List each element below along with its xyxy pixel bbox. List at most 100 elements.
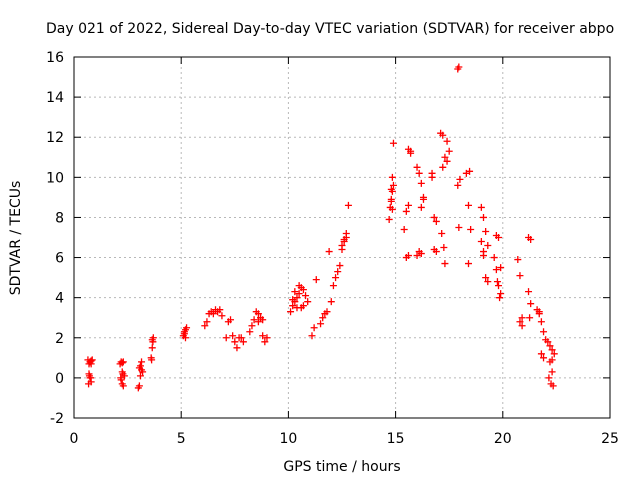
data-point bbox=[308, 332, 316, 340]
data-point bbox=[325, 248, 333, 256]
data-point bbox=[516, 272, 524, 280]
y-tick-label: 4 bbox=[55, 291, 64, 307]
x-tick-label: 0 bbox=[70, 431, 79, 447]
data-point bbox=[467, 225, 475, 233]
data-point bbox=[148, 356, 156, 364]
data-point bbox=[216, 306, 224, 314]
data-point bbox=[231, 338, 239, 346]
y-tick-label: 2 bbox=[55, 331, 64, 347]
data-point bbox=[417, 250, 425, 258]
data-point bbox=[439, 131, 447, 139]
data-point bbox=[526, 314, 534, 322]
data-point bbox=[287, 308, 295, 316]
data-point bbox=[545, 374, 553, 382]
data-point bbox=[291, 288, 299, 296]
y-tick-label: 0 bbox=[55, 371, 64, 387]
data-point bbox=[344, 201, 352, 209]
data-point bbox=[495, 282, 503, 290]
data-point bbox=[417, 179, 425, 187]
data-point bbox=[432, 217, 440, 225]
data-point bbox=[229, 332, 237, 340]
data-point bbox=[119, 358, 127, 366]
data-points bbox=[84, 63, 558, 392]
data-point bbox=[455, 223, 463, 231]
data-point bbox=[454, 181, 462, 189]
data-point bbox=[495, 234, 503, 241]
data-point bbox=[477, 238, 485, 246]
data-point bbox=[413, 163, 421, 171]
data-point bbox=[239, 338, 247, 346]
data-point bbox=[548, 356, 556, 364]
x-tick-label: 10 bbox=[279, 431, 297, 447]
data-point bbox=[537, 350, 545, 358]
data-point bbox=[540, 354, 548, 362]
data-point bbox=[497, 290, 505, 298]
data-point bbox=[540, 328, 548, 336]
data-point bbox=[550, 350, 558, 358]
data-point bbox=[388, 205, 396, 213]
y-tick-label: 6 bbox=[55, 251, 64, 267]
data-point bbox=[183, 324, 191, 332]
data-point bbox=[516, 318, 524, 326]
data-point bbox=[443, 157, 451, 165]
x-axis-title: GPS time / hours bbox=[283, 459, 400, 475]
data-point bbox=[464, 260, 472, 268]
data-point bbox=[441, 153, 449, 161]
data-point bbox=[407, 149, 415, 157]
data-point bbox=[419, 195, 427, 203]
data-point bbox=[293, 294, 301, 302]
data-point bbox=[456, 175, 464, 183]
data-point bbox=[438, 229, 446, 237]
data-point bbox=[312, 276, 320, 284]
data-point bbox=[250, 316, 258, 324]
data-point bbox=[443, 137, 451, 145]
data-point bbox=[527, 236, 535, 244]
data-point bbox=[327, 298, 335, 306]
data-point bbox=[148, 344, 156, 352]
data-point bbox=[480, 248, 488, 256]
data-point bbox=[546, 342, 554, 350]
data-point bbox=[85, 380, 93, 388]
data-point bbox=[535, 308, 543, 316]
data-point bbox=[317, 320, 325, 328]
data-point bbox=[537, 318, 545, 326]
data-point bbox=[299, 286, 307, 294]
data-point bbox=[518, 314, 526, 322]
y-tick-label: 12 bbox=[46, 130, 64, 146]
y-axis-title: SDTVAR / TECUs bbox=[8, 181, 24, 296]
y-tick-label: 10 bbox=[46, 170, 64, 186]
data-point bbox=[455, 63, 463, 71]
data-point bbox=[119, 382, 127, 390]
data-point bbox=[417, 203, 425, 211]
data-point bbox=[544, 338, 552, 346]
data-point bbox=[136, 362, 144, 370]
y-tick-label: -2 bbox=[50, 411, 64, 427]
data-point bbox=[389, 181, 397, 189]
data-point bbox=[527, 300, 535, 308]
plot-frame bbox=[73, 56, 611, 419]
data-point bbox=[293, 304, 301, 312]
data-point bbox=[496, 294, 504, 302]
data-point bbox=[484, 278, 492, 286]
data-point bbox=[222, 334, 230, 342]
data-point bbox=[248, 322, 256, 330]
data-point bbox=[445, 147, 453, 155]
data-point bbox=[180, 330, 188, 338]
data-point bbox=[389, 139, 397, 147]
data-point bbox=[428, 169, 436, 177]
x-tick-label: 5 bbox=[177, 431, 186, 447]
data-point bbox=[340, 238, 348, 246]
data-point bbox=[289, 296, 297, 304]
data-point bbox=[289, 302, 297, 310]
y-tick-label: 8 bbox=[55, 210, 64, 226]
x-tick-label: 15 bbox=[387, 431, 405, 447]
data-point bbox=[413, 252, 421, 260]
data-point bbox=[404, 145, 412, 153]
data-point bbox=[295, 290, 303, 298]
data-point bbox=[138, 358, 146, 366]
data-point bbox=[299, 302, 307, 310]
data-point bbox=[295, 282, 303, 290]
data-point bbox=[263, 334, 271, 342]
data-point bbox=[402, 207, 410, 215]
